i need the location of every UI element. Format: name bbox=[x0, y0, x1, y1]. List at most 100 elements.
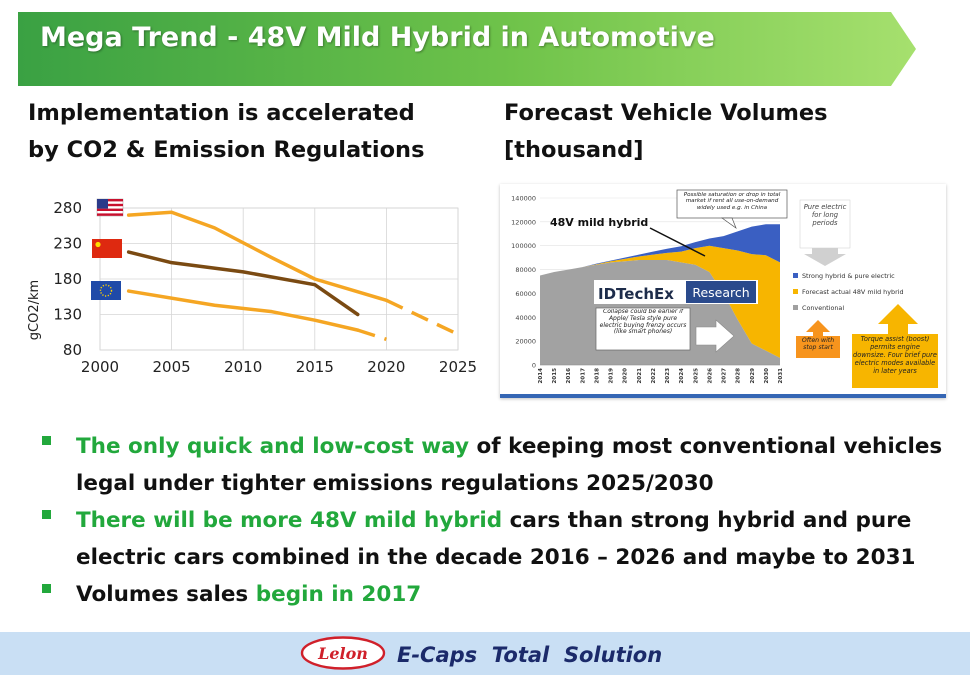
footer-bar: Lelon E-Caps Total Solution bbox=[0, 632, 970, 675]
y-tick-label: 130 bbox=[53, 306, 82, 324]
title-banner bbox=[18, 12, 916, 86]
fc-x-tick-label: 2020 bbox=[623, 368, 629, 384]
legend-label-strong: Strong hybrid & pure electric bbox=[802, 272, 895, 280]
y-tick-label: 80 bbox=[63, 341, 82, 359]
bullet-text: Volumes sales bbox=[76, 582, 256, 607]
lelon-logo: Lelon bbox=[300, 636, 386, 670]
fc-y-tick-label: 20000 bbox=[515, 338, 536, 346]
torque-text: Torque assist (boost) permits engine dow… bbox=[853, 336, 937, 375]
x-tick-label: 2005 bbox=[153, 358, 191, 376]
us-emission-line bbox=[126, 210, 389, 303]
stop-start-text: Often with stop start bbox=[801, 337, 835, 352]
chart-bottom-strip bbox=[500, 394, 946, 398]
logo-text: Lelon bbox=[317, 644, 368, 663]
fc-x-tick-label: 2018 bbox=[594, 368, 600, 384]
fc-x-tick-label: 2028 bbox=[736, 368, 742, 384]
bullet-text: cars than strong hybrid and pure bbox=[502, 508, 912, 533]
legend-swatch-mild bbox=[793, 289, 798, 294]
bullet-text-line-2: electric cars combined in the decade 201… bbox=[76, 545, 916, 570]
strong-hybrid-area bbox=[540, 224, 780, 276]
fc-x-tick-label: 2027 bbox=[722, 368, 728, 384]
bullet-square-icon bbox=[42, 436, 51, 445]
left-heading-line-2: by CO2 & Emission Regulations bbox=[28, 137, 425, 163]
fc-x-tick-label: 2025 bbox=[693, 368, 699, 384]
bullet-text-line-2: legal under tighter emissions regulation… bbox=[76, 471, 714, 496]
fc-x-tick-label: 2014 bbox=[538, 368, 544, 384]
fc-x-tick-label: 2023 bbox=[665, 368, 671, 384]
fc-x-tick-label: 2022 bbox=[651, 368, 657, 384]
right-section-heading: Forecast Vehicle Volumes [thousand] bbox=[504, 95, 828, 169]
right-heading-line-2: [thousand] bbox=[504, 137, 644, 163]
collapse-callout: Collapse could be earlier if Apple/ Tesl… bbox=[595, 307, 735, 353]
fc-x-tick-label: 2031 bbox=[778, 368, 784, 384]
mild-hybrid-area bbox=[540, 245, 780, 358]
bullet-highlight: There will be more 48V mild hybrid bbox=[76, 508, 503, 533]
bullet-item: Volumes sales begin in 2017 bbox=[40, 576, 965, 613]
saturation-text: Possible saturation or drop in total mar… bbox=[683, 192, 781, 211]
bullet-item: There will be more 48V mild hybrid cars … bbox=[40, 502, 965, 576]
idtechex-logo: IDTechEx Research bbox=[594, 280, 758, 304]
pure-electric-callout: Pure electric for long periods bbox=[799, 199, 851, 266]
pure-electric-text: Pure electric for long periods bbox=[803, 204, 847, 227]
left-section-heading: Implementation is accelerated by CO2 & E… bbox=[28, 95, 424, 169]
legend-label-conventional: Conventional bbox=[802, 304, 844, 312]
fc-x-tick-label: 2016 bbox=[566, 368, 572, 384]
y-tick-label: 280 bbox=[53, 199, 82, 217]
fc-y-tick-label: 120000 bbox=[511, 218, 536, 226]
bullet-item: The only quick and low-cost way of keepi… bbox=[40, 428, 965, 502]
left-heading-line-1: Implementation is accelerated bbox=[28, 100, 415, 126]
x-tick-label: 2000 bbox=[81, 358, 119, 376]
fc-x-tick-label: 2019 bbox=[609, 368, 615, 384]
collapse-text: Collapse could be earlier if Apple/ Tesl… bbox=[599, 309, 687, 336]
fc-x-tick-label: 2029 bbox=[750, 368, 756, 384]
bullet-text: of keeping most conventional vehicles bbox=[469, 434, 943, 459]
y-tick-label: 230 bbox=[53, 235, 82, 253]
eu-emission-line-projection bbox=[357, 328, 387, 342]
bullet-highlight: begin in 2017 bbox=[255, 582, 422, 607]
china-emission-line bbox=[126, 250, 360, 317]
x-tick-label: 2010 bbox=[224, 358, 262, 376]
bullet-square-icon bbox=[42, 510, 51, 519]
fc-y-tick-label: 140000 bbox=[511, 195, 536, 203]
legend-label-mild: Forecast actual 48V mild hybrid bbox=[802, 288, 904, 296]
collapse-arrow-icon bbox=[695, 319, 735, 353]
forecast-legend: Strong hybrid & pure electric Forecast a… bbox=[793, 272, 904, 312]
y-axis-label: gCO2/km bbox=[27, 280, 42, 340]
key-points-list: The only quick and low-cost way of keepi… bbox=[40, 428, 965, 613]
eu-flag-icon bbox=[91, 281, 121, 300]
co2-regulation-chart: 2000 2005 2010 2015 2020 2025 280 230 180 130 80 g… bbox=[27, 198, 477, 376]
fc-x-tick-label: 2026 bbox=[707, 368, 713, 384]
mild-hybrid-pointer bbox=[649, 227, 706, 257]
us-emission-line-projection bbox=[385, 298, 459, 336]
up-arrow-icon bbox=[806, 320, 830, 336]
china-flag-icon bbox=[92, 239, 122, 258]
forecast-volume-chart: 2014 2015 2016 2017 2018 2019 2020 2021 2022 2023… bbox=[500, 184, 946, 398]
us-flag-icon bbox=[96, 198, 124, 217]
fc-x-tick-label: 2021 bbox=[637, 368, 643, 384]
bullet-square-icon bbox=[42, 584, 51, 593]
x-tick-label: 2015 bbox=[296, 358, 334, 376]
saturation-callout: Possible saturation or drop in total mar… bbox=[676, 189, 788, 229]
mild-hybrid-label: 48V mild hybrid bbox=[550, 216, 648, 229]
idtechex-brand: IDTechEx bbox=[598, 285, 674, 303]
idtechex-research: Research bbox=[692, 285, 749, 300]
torque-callout: Torque assist (boost) permits engine dow… bbox=[852, 304, 938, 388]
fc-y-tick-label: 40000 bbox=[515, 314, 536, 322]
x-tick-label: 2020 bbox=[367, 358, 405, 376]
fc-y-tick-label: 0 bbox=[532, 362, 536, 370]
page-title: Mega Trend - 48V Mild Hybrid in Automoti… bbox=[40, 22, 715, 53]
fc-x-tick-label: 2015 bbox=[552, 368, 558, 384]
legend-swatch-conventional bbox=[793, 305, 798, 310]
torque-up-arrow-icon bbox=[878, 304, 918, 336]
fc-x-tick-label: 2024 bbox=[679, 368, 685, 384]
bullet-highlight: The only quick and low-cost way bbox=[76, 434, 469, 459]
fc-x-tick-label: 2017 bbox=[580, 368, 586, 384]
fc-y-tick-label: 100000 bbox=[511, 242, 536, 250]
y-tick-label: 180 bbox=[53, 270, 82, 288]
right-heading-line-1: Forecast Vehicle Volumes bbox=[504, 100, 828, 126]
fc-x-tick-label: 2030 bbox=[764, 368, 770, 384]
stop-start-callout: Often with stop start bbox=[796, 320, 840, 358]
x-tick-label: 2025 bbox=[439, 358, 477, 376]
eu-emission-line bbox=[126, 289, 360, 332]
fc-y-tick-label: 60000 bbox=[515, 290, 536, 298]
